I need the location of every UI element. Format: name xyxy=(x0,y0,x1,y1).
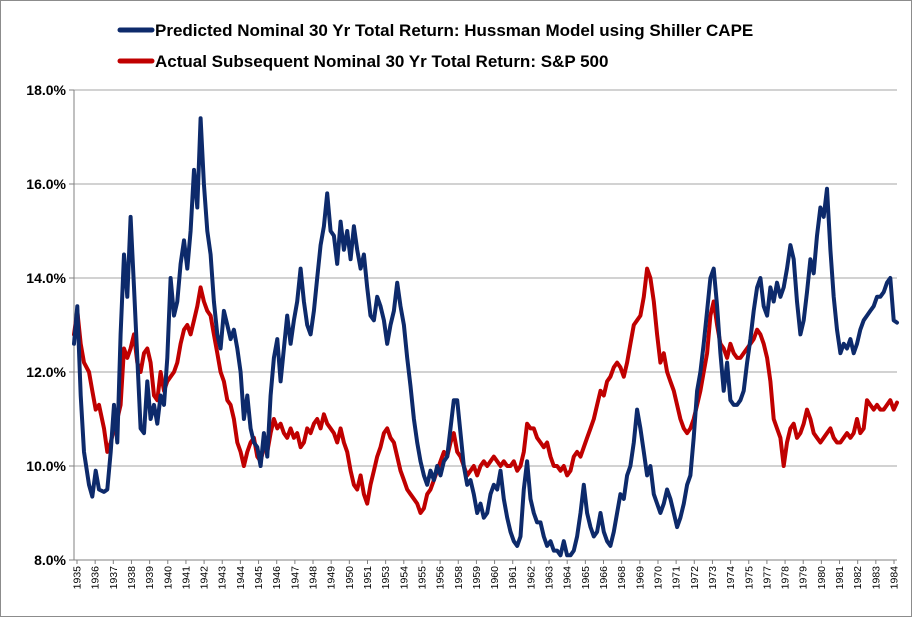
x-tick-label: 1943 xyxy=(217,566,229,590)
x-tick-label: 1968 xyxy=(616,566,628,590)
x-tick-label: 1979 xyxy=(798,566,810,590)
x-tick-label: 1963 xyxy=(544,566,556,590)
x-tick-label: 1960 xyxy=(489,566,501,590)
x-tick-label: 1966 xyxy=(598,566,610,590)
x-tick-label: 1956 xyxy=(435,566,447,590)
x-tick-label: 1962 xyxy=(525,566,537,590)
legend: Predicted Nominal 30 Yr Total Return: Hu… xyxy=(117,21,753,71)
x-tick-label: 1983 xyxy=(870,566,882,590)
x-tick-label: 1955 xyxy=(416,566,428,590)
legend-label-actual: Actual Subsequent Nominal 30 Yr Total Re… xyxy=(155,52,608,71)
x-tick-label: 1961 xyxy=(507,566,519,590)
x-tick-label: 1978 xyxy=(780,566,792,590)
x-tick-label: 1975 xyxy=(743,566,755,590)
x-tick-label: 1941 xyxy=(180,566,192,590)
legend-label-predicted: Predicted Nominal 30 Yr Total Return: Hu… xyxy=(155,21,753,40)
x-tick-label: 1982 xyxy=(852,566,864,590)
y-tick-label: 18.0% xyxy=(26,82,66,98)
x-tick-label: 1937 xyxy=(108,566,120,590)
y-tick-label: 8.0% xyxy=(34,552,66,568)
x-tick-label: 1947 xyxy=(289,566,301,590)
x-tick-label: 1970 xyxy=(652,566,664,590)
x-tick-label: 1944 xyxy=(235,566,247,590)
x-tick-label: 1953 xyxy=(380,566,392,590)
x-tick-label: 1954 xyxy=(398,566,410,590)
x-tick-label: 1958 xyxy=(453,566,465,590)
y-tick-labels: 8.0% 10.0% 12.0% 14.0% 16.0% 18.0% xyxy=(26,82,66,568)
x-tick-label: 1942 xyxy=(199,566,211,590)
y-tick-label: 10.0% xyxy=(26,458,66,474)
y-tick-label: 12.0% xyxy=(26,364,66,380)
x-tick-label: 1945 xyxy=(253,566,265,590)
series-line-actual xyxy=(72,266,899,515)
x-tick-label: 1972 xyxy=(689,566,701,590)
x-tick-label: 1939 xyxy=(144,566,156,590)
x-tick-label: 1964 xyxy=(562,566,574,590)
series-line-predicted xyxy=(72,116,899,558)
x-tick-label: 1977 xyxy=(761,566,773,590)
x-tick-label: 1946 xyxy=(271,566,283,590)
x-tick-labels: 1935 1936 1937 1938 1939 1940 1941 1942 1943 1944… xyxy=(72,566,901,590)
x-tick-label: 1981 xyxy=(834,566,846,590)
x-tick-label: 1969 xyxy=(634,566,646,590)
x-tick-label: 1984 xyxy=(889,566,901,590)
x-tick-label: 1965 xyxy=(580,566,592,590)
y-tick-label: 16.0% xyxy=(26,176,66,192)
x-tick-label: 1948 xyxy=(308,566,320,590)
x-tick-label: 1938 xyxy=(126,566,138,590)
x-tick-label: 1936 xyxy=(90,566,102,590)
y-tick-label: 14.0% xyxy=(26,270,66,286)
x-tick-label: 1949 xyxy=(326,566,338,590)
x-tick-label: 1959 xyxy=(471,566,483,590)
x-tick-label: 1980 xyxy=(816,566,828,590)
x-tick-label: 1935 xyxy=(72,566,84,590)
series xyxy=(72,116,899,558)
x-tick-label: 1971 xyxy=(671,566,683,590)
x-tick-label: 1974 xyxy=(725,566,737,590)
x-tick-label: 1951 xyxy=(362,566,374,590)
x-tick-label: 1973 xyxy=(707,566,719,590)
x-tick-label: 1950 xyxy=(344,566,356,590)
x-tick-label: 1940 xyxy=(162,566,174,590)
